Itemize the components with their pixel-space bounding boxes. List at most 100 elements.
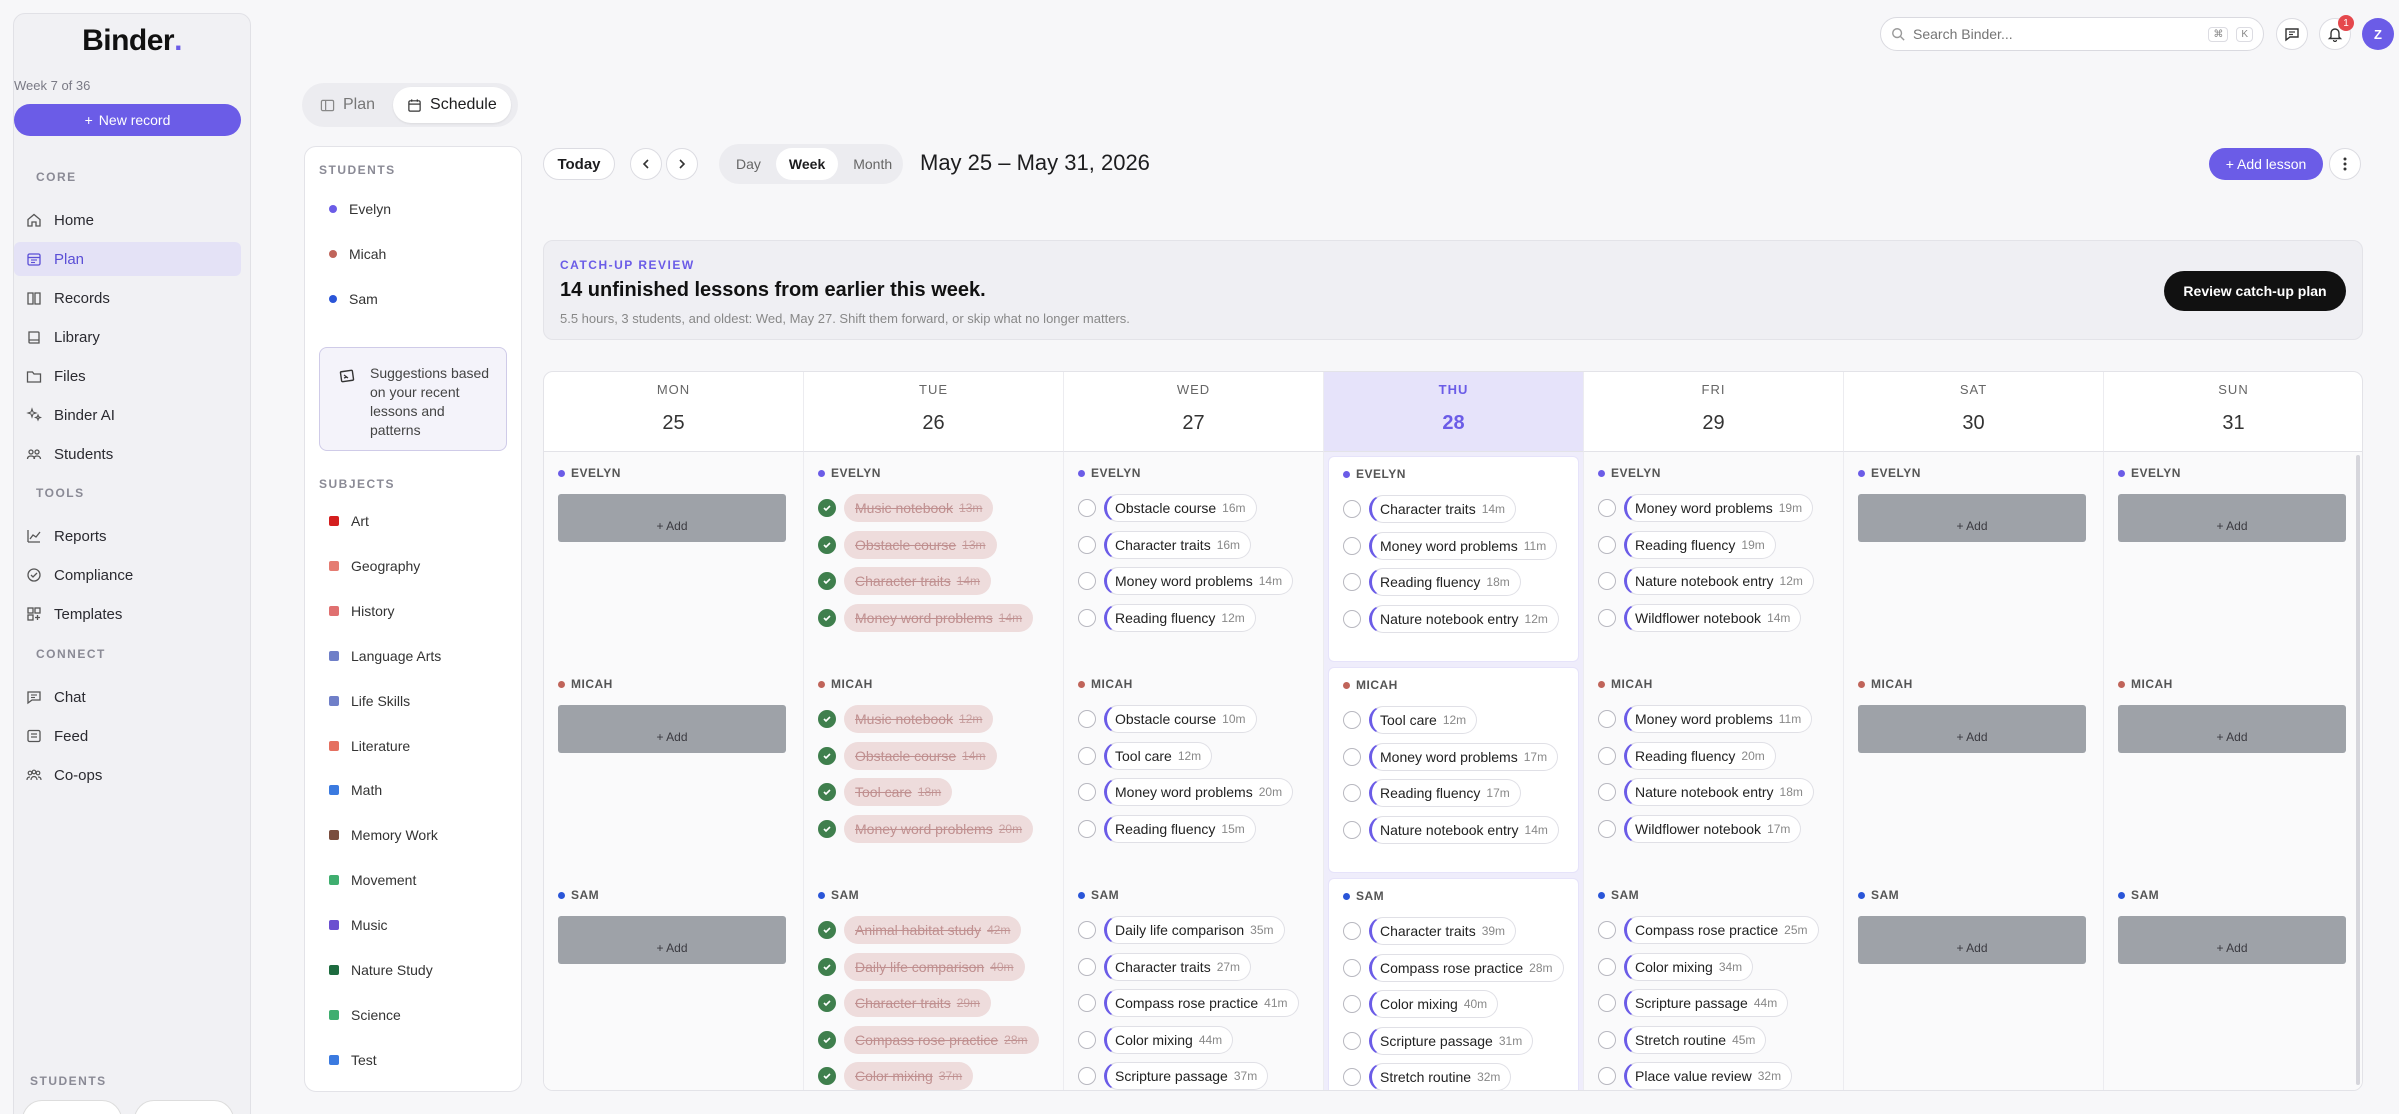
subject-filter-movement[interactable]: Movement	[329, 872, 416, 888]
lesson-item[interactable]: Stretch routine 32m	[1343, 1063, 1512, 1090]
checkbox[interactable]	[1598, 710, 1616, 728]
checked-checkbox-icon[interactable]	[818, 1067, 836, 1085]
lesson-item[interactable]: Money word problems 19m	[1598, 494, 1814, 522]
more-options-button[interactable]	[2329, 148, 2361, 180]
add-lesson-slot[interactable]: + Add	[558, 494, 786, 542]
sidebar-item-reports[interactable]: Reports	[14, 519, 241, 553]
sidebar-item-binder-ai[interactable]: Binder AI	[14, 398, 241, 432]
app-logo[interactable]: Binder.	[82, 24, 182, 57]
lesson-item[interactable]: Tool care 12m	[1343, 706, 1478, 734]
lesson-pill[interactable]: Character traits 29m	[844, 989, 992, 1017]
lesson-item[interactable]: Tool care 12m	[1078, 741, 1213, 770]
range-day[interactable]: Day	[736, 156, 761, 172]
checkbox[interactable]	[1343, 922, 1361, 940]
messages-button[interactable]	[2276, 18, 2308, 50]
lesson-pill[interactable]: Reading fluency 19m	[1624, 530, 1776, 559]
lesson-pill[interactable]: Stretch routine 32m	[1369, 1063, 1512, 1090]
checkbox[interactable]	[1078, 499, 1096, 517]
lesson-item[interactable]: Obstacle course 13m	[818, 530, 997, 559]
add-lesson-slot[interactable]: + Add	[2118, 916, 2346, 964]
checked-checkbox-icon[interactable]	[818, 957, 836, 976]
checked-checkbox-icon[interactable]	[818, 1030, 836, 1049]
checkbox[interactable]	[1598, 819, 1616, 838]
lesson-item[interactable]: Reading fluency 18m	[1343, 568, 1521, 596]
lesson-item[interactable]: Nature notebook entry 14m	[1343, 815, 1559, 844]
checkbox[interactable]	[1598, 1067, 1616, 1085]
student-filter-sam[interactable]: Sam	[329, 291, 378, 307]
checkbox[interactable]	[1598, 957, 1616, 976]
checkbox[interactable]	[1343, 820, 1361, 839]
day-header-fri[interactable]: FRI 29	[1584, 372, 1844, 452]
lesson-item[interactable]: Obstacle course 10m	[1078, 705, 1257, 733]
lesson-pill[interactable]: Color mixing 37m	[844, 1062, 974, 1090]
calendar-scrollbar[interactable]	[2356, 455, 2360, 1085]
subject-filter-math[interactable]: Math	[329, 782, 382, 798]
lesson-pill[interactable]: Tool care 18m	[844, 778, 953, 806]
next-week-button[interactable]	[666, 148, 698, 180]
lesson-pill[interactable]: Compass rose practice 25m	[1624, 916, 1819, 944]
lesson-item[interactable]: Wildflower notebook 17m	[1598, 814, 1802, 843]
range-week[interactable]: Week	[775, 148, 839, 180]
checked-checkbox-icon[interactable]	[818, 819, 836, 838]
lesson-item[interactable]: Character traits 16m	[1078, 530, 1252, 559]
checked-checkbox-icon[interactable]	[818, 783, 836, 801]
lesson-item[interactable]: Character traits 29m	[818, 989, 992, 1017]
sidebar-item-records[interactable]: Records	[14, 281, 241, 315]
checkbox[interactable]	[1598, 499, 1616, 517]
sidebar-item-co-ops[interactable]: Co-ops	[14, 758, 241, 792]
day-header-wed[interactable]: WED 27	[1064, 372, 1324, 452]
search-input[interactable]	[1913, 26, 2201, 42]
checkbox[interactable]	[1598, 994, 1616, 1012]
notifications-button[interactable]: 1	[2319, 15, 2354, 50]
lesson-item[interactable]: Music notebook 13m	[818, 494, 994, 522]
lesson-item[interactable]: Reading fluency 19m	[1598, 530, 1776, 559]
checkbox[interactable]	[1078, 994, 1096, 1012]
subject-filter-life-skills[interactable]: Life Skills	[329, 693, 410, 709]
lesson-item[interactable]: Scripture passage 31m	[1343, 1026, 1534, 1055]
lesson-item[interactable]: Color mixing 40m	[1343, 990, 1499, 1018]
new-record-button[interactable]: + New record	[14, 104, 241, 136]
checkbox[interactable]	[1078, 1030, 1096, 1049]
lesson-item[interactable]: Nature notebook entry 12m	[1598, 567, 1814, 595]
day-header-mon[interactable]: MON 25	[544, 372, 804, 452]
lesson-pill[interactable]: Obstacle course 13m	[844, 530, 997, 559]
lesson-pill[interactable]: Color mixing 34m	[1624, 952, 1754, 981]
lesson-pill[interactable]: Tool care 12m	[1369, 706, 1478, 734]
subject-filter-history[interactable]: History	[329, 603, 395, 619]
checkbox[interactable]	[1078, 921, 1096, 939]
lesson-pill[interactable]: Daily life comparison 40m	[844, 952, 1025, 981]
lesson-pill[interactable]: Compass rose practice 28m	[844, 1025, 1039, 1054]
lesson-pill[interactable]: Animal habitat study 42m	[844, 916, 1022, 944]
lesson-pill[interactable]: Reading fluency 20m	[1624, 741, 1776, 770]
lesson-pill[interactable]: Character traits 39m	[1369, 917, 1517, 945]
subject-filter-test[interactable]: Test	[329, 1052, 377, 1068]
checkbox[interactable]	[1598, 572, 1616, 590]
lesson-item[interactable]: Animal habitat study 42m	[818, 916, 1022, 944]
checkbox[interactable]	[1078, 710, 1096, 728]
add-lesson-slot[interactable]: + Add	[1858, 494, 2086, 542]
lesson-pill[interactable]: Money word problems 17m	[1369, 742, 1559, 771]
subject-filter-nature-study[interactable]: Nature Study	[329, 962, 433, 978]
checkbox[interactable]	[1598, 1030, 1616, 1049]
lesson-pill[interactable]: Obstacle course 10m	[1104, 705, 1257, 733]
user-avatar[interactable]: Z	[2362, 18, 2394, 50]
checked-checkbox-icon[interactable]	[818, 608, 836, 627]
lesson-pill[interactable]: Scripture passage 31m	[1369, 1026, 1534, 1055]
lesson-item[interactable]: Stretch routine 45m	[1598, 1025, 1767, 1054]
lesson-item[interactable]: Nature notebook entry 12m	[1343, 604, 1559, 633]
lesson-pill[interactable]: Reading fluency 18m	[1369, 568, 1521, 596]
checkbox[interactable]	[1078, 608, 1096, 627]
checkbox[interactable]	[1343, 958, 1361, 977]
checkbox[interactable]	[1343, 995, 1361, 1013]
lesson-pill[interactable]: Color mixing 40m	[1369, 990, 1499, 1018]
student-chip[interactable]	[134, 1100, 234, 1114]
tab-plan[interactable]: Plan	[306, 87, 389, 123]
lesson-item[interactable]: Money word problems 20m	[1078, 778, 1294, 806]
lesson-item[interactable]: Character traits 27m	[1078, 952, 1252, 981]
add-lesson-slot[interactable]: + Add	[2118, 705, 2346, 753]
checkbox[interactable]	[1598, 746, 1616, 765]
sidebar-item-chat[interactable]: Chat	[14, 680, 241, 714]
lesson-item[interactable]: Color mixing 37m	[818, 1062, 974, 1090]
lesson-item[interactable]: Obstacle course 14m	[818, 741, 997, 770]
checked-checkbox-icon[interactable]	[818, 994, 836, 1012]
